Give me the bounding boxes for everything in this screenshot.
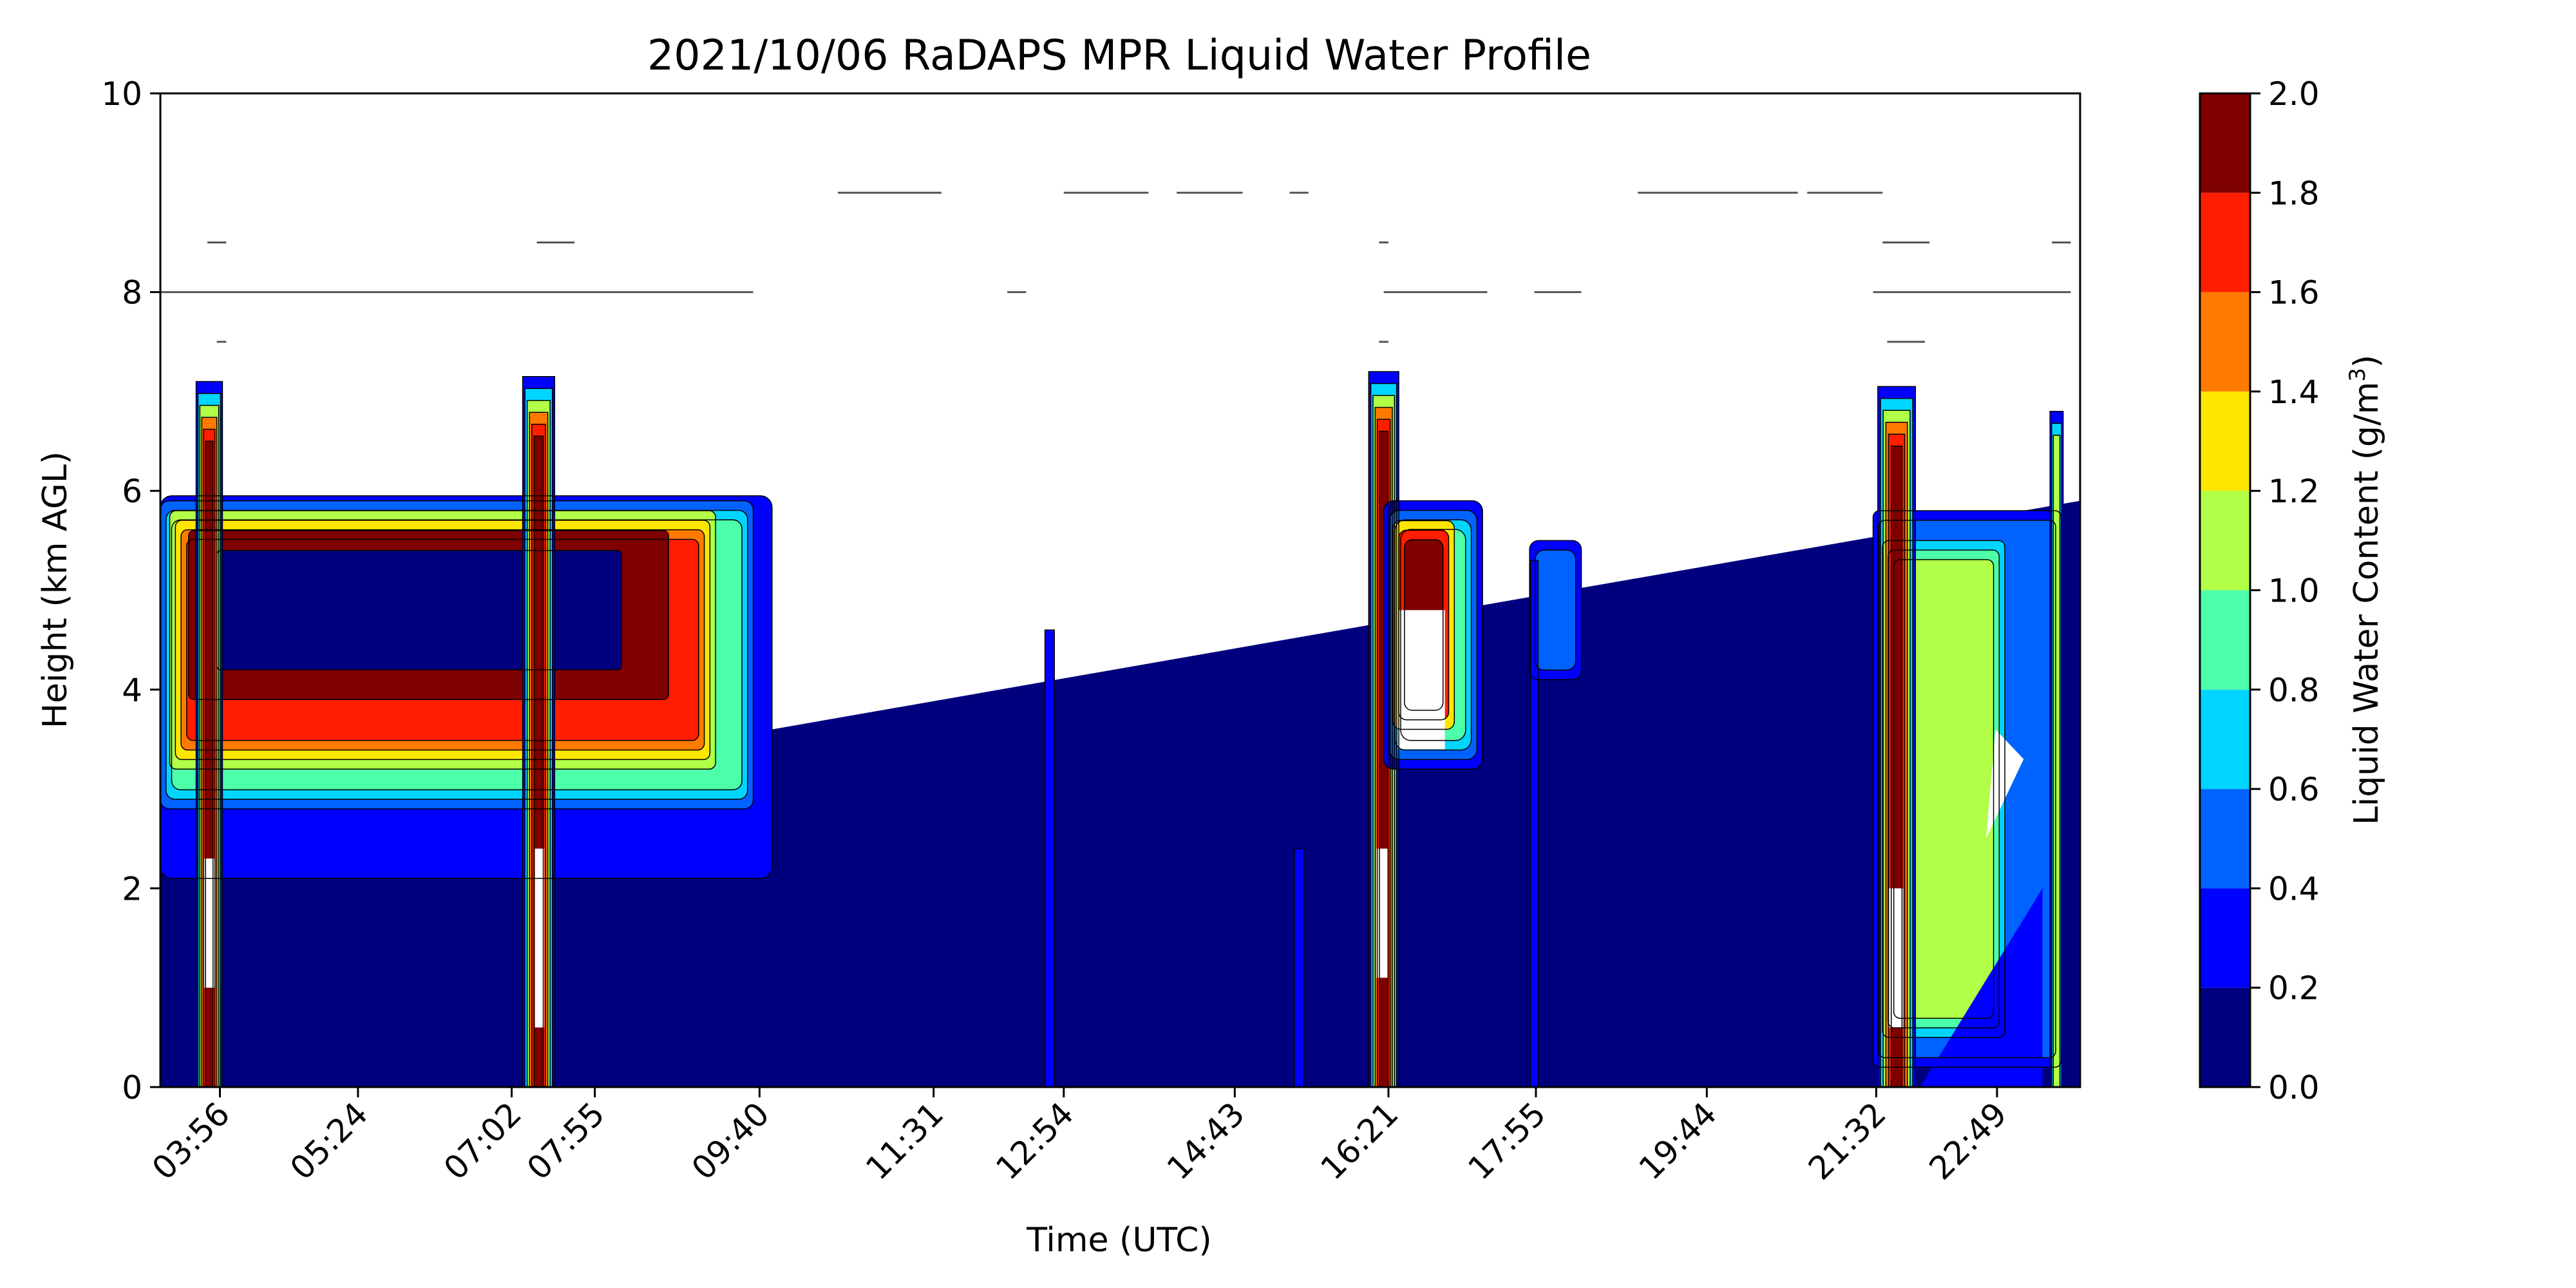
precip-col-0702-outline-7 [529, 412, 549, 1087]
thin-col-1540-outline-1 [1294, 848, 1305, 1087]
thin-col-1250-outline-1 [1044, 629, 1055, 1087]
precip-col-1621-outline-9 [1379, 430, 1389, 1087]
precip-col-0356-outline-1 [195, 381, 223, 1087]
precip-col-0356-gap [204, 858, 215, 988]
colorbar-tick-label-7: 1.4 [2268, 374, 2320, 411]
y-tick-label-4: 8 [122, 274, 142, 312]
colorbar-swatch-2 [2200, 789, 2250, 889]
precip-col-0356-outline-3 [197, 393, 222, 1087]
colorbar-swatch-1 [2200, 888, 2250, 988]
cloud-1621-cap-outline-2 [1388, 509, 1478, 761]
cloud-1621-cap-outline-4 [1400, 529, 1466, 741]
colorbar-label-main: Liquid Water Content (g/m [2347, 382, 2386, 825]
colorbar-label: Liquid Water Content (g/m3) [2345, 355, 2386, 825]
precip-col-0356-outline-5 [199, 404, 220, 1087]
cloud-1621-cap-outline-3 [1394, 519, 1472, 751]
colorbar-swatch-4 [2200, 590, 2250, 690]
precip-col-0702-outline-3 [524, 388, 553, 1087]
cloud-1755-level-2 [1535, 550, 1576, 670]
y-tick-label-5: 10 [101, 75, 142, 113]
cloud-band-am-core-outline-8 [186, 538, 699, 741]
cloud-1621-core-outline-6 [1392, 520, 1455, 730]
cloud-band-am-core-outline-6 [175, 520, 711, 761]
y-tick-label-2: 4 [122, 672, 142, 709]
precip-col-2132-outline-8 [1888, 433, 1906, 1087]
cloud-band-am-dark-outline-9 [188, 530, 669, 700]
plot-area [160, 191, 2080, 1087]
cloud-band-am-deep-level-0 [216, 550, 622, 670]
precip-col-0702-outline-9 [533, 435, 544, 1087]
y-tick-label-1: 2 [122, 870, 142, 907]
colorbar-label-end: ) [2347, 355, 2386, 368]
plot-frame [159, 92, 2081, 1088]
precip-col-2132-gap [1888, 888, 1904, 1028]
colorbar-swatch-3 [2200, 689, 2250, 790]
cloud-1621-core-outline-8 [1398, 529, 1450, 721]
precip-col-0356-outline-8 [203, 428, 216, 1087]
cloud-1621-cap-outline-1 [1383, 500, 1483, 770]
precip-col-1621-outline-5 [1372, 395, 1396, 1087]
thin-col-1755-outline-1 [1530, 560, 1539, 1087]
precip-col-2338-outline-5 [2052, 435, 2061, 1087]
colorbar-label-sup: 3 [2345, 368, 2371, 382]
thin-col-1540-level-1 [1294, 848, 1304, 1087]
precip-col-0702-gap [535, 848, 545, 1028]
colorbar-tick-label-8: 1.6 [2268, 274, 2320, 312]
precip-col-0356-level-9 [205, 441, 213, 1087]
field-background [160, 500, 2080, 1087]
x-axis-label: Time (UTC) [1026, 1221, 1211, 1260]
precip-col-0702-outline-5 [526, 400, 551, 1087]
precip-col-1621-outline-3 [1370, 383, 1397, 1087]
precip-col-2338-outline-1 [2049, 411, 2064, 1087]
colorbar-tick-label-2: 0.4 [2268, 870, 2320, 907]
colorbar-swatch-0 [2200, 987, 2250, 1087]
colorbar-tick-label-5: 1.0 [2268, 573, 2320, 610]
colorbar-tick-label-3: 0.6 [2268, 771, 2320, 808]
cloud-band-pm-mid-level-5 [1893, 559, 1994, 1019]
cloud-1621-hole [1397, 610, 1445, 750]
cloud-band-am-inner-outline-2 [160, 500, 754, 810]
precip-col-0702-outline-8 [531, 424, 546, 1087]
cloud-band-pm-mid-outline-5 [1893, 559, 1994, 1019]
y-tick-label-3: 6 [122, 473, 142, 510]
precip-col-0702-outline-1 [522, 376, 556, 1087]
colorbar-swatch-7 [2200, 292, 2250, 392]
cloud-1755-outline-2 [1535, 549, 1577, 671]
cloud-1621-core-outline-9 [1404, 539, 1444, 711]
precip-col-0356-outline-9 [205, 440, 214, 1087]
thin-col-1250-level-1 [1045, 630, 1055, 1087]
colorbar-tick-label-1: 0.2 [2268, 970, 2320, 1007]
colorbar-tick-label-10: 2.0 [2268, 75, 2320, 113]
cloud-band-am-core-outline-5 [169, 510, 716, 770]
colorbar-swatch-5 [2200, 491, 2250, 591]
precip-col-2338-level-5 [2053, 435, 2060, 1087]
y-axis: 0 2 4 6 8 10 [101, 75, 160, 1106]
colorbar-tick-label-4: 0.8 [2268, 672, 2320, 709]
precip-col-1621-gap [1376, 848, 1388, 978]
colorbar-swatch-9 [2200, 93, 2250, 193]
thin-col-1755-level-1 [1530, 560, 1539, 1087]
precip-col-0356-outline-7 [201, 417, 218, 1087]
thin-level-lines [160, 191, 2071, 343]
colorbar-tick-label-9: 1.8 [2268, 175, 2320, 212]
precip-col-1621-outline-7 [1374, 406, 1393, 1087]
colorbar-tick-label-6: 1.2 [2268, 473, 2320, 510]
cloud-band-pm-outline-2 [1878, 520, 2056, 1059]
y-axis-label: Height (km AGL) [36, 451, 75, 728]
colorbar: 0.0 0.2 0.4 0.6 0.8 1.0 1.2 1.4 1.6 1.8 2.0 [2199, 75, 2320, 1106]
contour-lines [160, 371, 2064, 1087]
chart-title: 2021/10/06 RaDAPS MPR Liquid Water Profi… [647, 32, 1591, 80]
colorbar-tick-label-0: 0.0 [2268, 1069, 2320, 1106]
cloud-1755-outline-1 [1529, 540, 1582, 681]
colorbar-swatch-8 [2200, 193, 2250, 292]
cloud-band-am-core-outline-7 [180, 529, 705, 751]
cloud-band-pm-wedge [1920, 888, 2043, 1087]
colorbar-swatch-6 [2200, 391, 2250, 491]
y-tick-label-0: 0 [122, 1069, 142, 1106]
cloud-band-pm-mid-outline-3 [1882, 540, 2005, 1038]
cloud-band-am-outline-1 [160, 495, 773, 879]
precip-col-2338-outline-3 [2051, 422, 2062, 1087]
precip-col-2132-outline-9 [1890, 446, 1903, 1087]
